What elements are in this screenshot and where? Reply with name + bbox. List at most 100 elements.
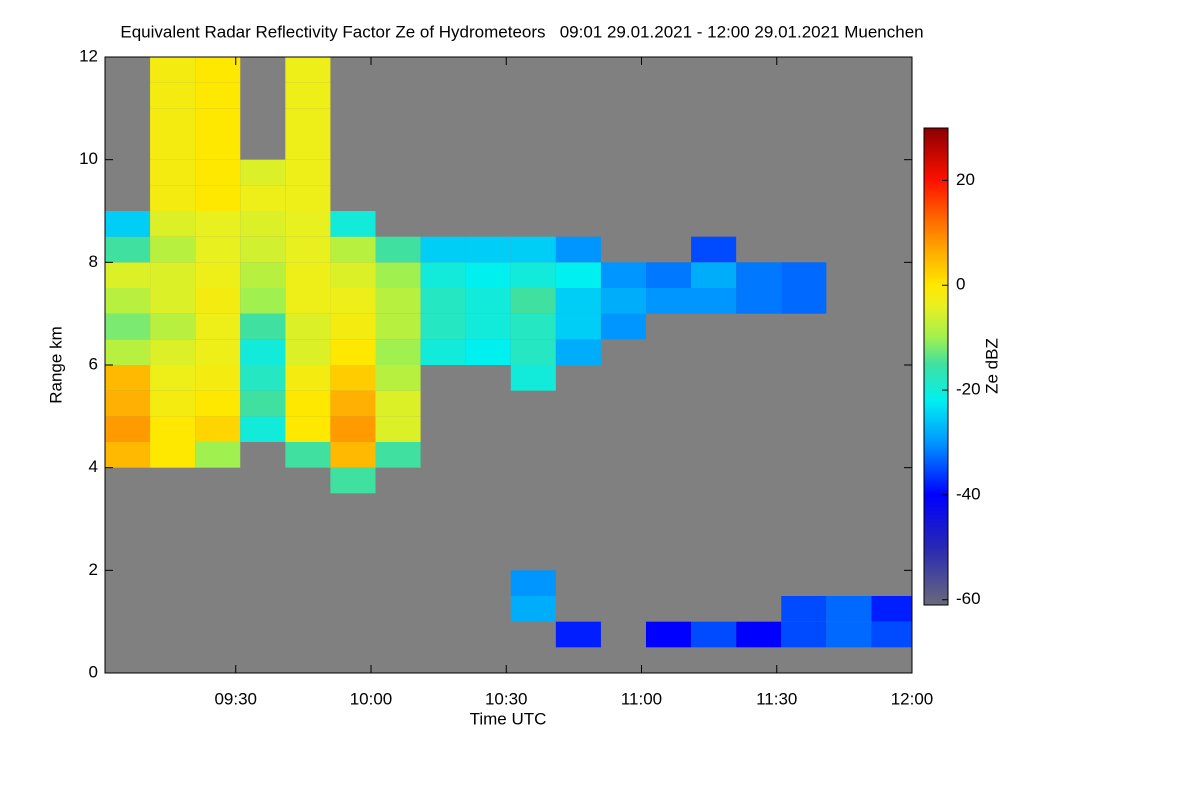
heatmap-cell [240,416,286,442]
heatmap-cell [375,442,421,468]
heatmap-cell [330,339,376,365]
colorbar-tick-label: 20 [956,170,975,189]
heatmap-cell [105,313,151,340]
heatmap-cell [150,57,196,83]
heatmap-cell [150,390,196,417]
heatmap-cell [285,82,331,109]
heatmap-cell [150,288,196,314]
heatmap-cell [105,365,151,391]
heatmap-cell [105,262,151,288]
heatmap-cell [105,211,151,237]
heatmap-cell [555,262,601,288]
heatmap-cell [330,288,376,314]
heatmap-cell [150,313,196,340]
heatmap-cell [465,236,511,263]
y-tick-label: 6 [89,354,98,373]
heatmap-cell [285,442,331,468]
heatmap-cell [420,262,466,288]
heatmap-cell [600,288,647,314]
heatmap-cell [240,211,286,237]
colorbar-tick-label: 0 [956,275,965,294]
colorbar-tick-label: -40 [956,484,981,503]
heatmap-cell [150,159,196,186]
heatmap-cell [285,211,331,237]
heatmap-cell [465,339,511,365]
heatmap-cell [240,390,286,417]
heatmap-cell [240,236,286,263]
heatmap-cell [195,339,241,365]
heatmap-cell [285,365,331,391]
heatmap-cell [240,313,286,340]
heatmap-cell [285,159,331,186]
heatmap-cell [330,211,376,237]
heatmap-cell [150,185,196,211]
heatmap-cell [871,621,912,648]
heatmap-cell [150,82,196,109]
heatmap-cell [105,339,151,365]
heatmap-cell [510,365,556,391]
heatmap-cell [600,262,647,288]
y-tick-label: 2 [89,560,98,579]
heatmap-cell [510,288,556,314]
heatmap-cell [375,416,421,442]
x-tick-label: 12:00 [891,689,934,708]
heatmap-cell [736,288,782,314]
heatmap-cell [195,442,241,468]
heatmap-cell [105,416,151,442]
heatmap-cell [555,621,601,648]
heatmap-cell [555,339,601,365]
heatmap-cell [285,339,331,365]
heatmap-cell [420,236,466,263]
heatmap-cell [375,288,421,314]
heatmap-cell [105,442,151,468]
heatmap-cell [420,313,466,340]
heatmap-cell [510,339,556,365]
heatmap-cell [510,236,556,263]
heatmap-cell [195,416,241,442]
heatmap-cell [195,262,241,288]
x-tick-label: 10:30 [485,689,528,708]
heatmap-cell [420,339,466,365]
heatmap-cell [195,313,241,340]
heatmap-cell [330,467,376,494]
colorbar-title: Ze dBZ [982,338,1001,394]
heatmap-cell [555,288,601,314]
heatmap-cell [285,185,331,211]
heatmap-cell [285,134,331,160]
chart-title: Equivalent Radar Reflectivity Factor Ze … [120,22,923,41]
x-tick-label: 09:30 [214,689,257,708]
heatmap-cell [285,313,331,340]
heatmap-cell [510,313,556,340]
heatmap-cell [240,365,286,391]
heatmap-cell [736,621,782,648]
x-tick-label: 11:00 [621,689,662,708]
heatmap-cell [240,288,286,314]
heatmap-cell [105,236,151,263]
heatmap-cell [510,596,556,622]
heatmap-cell [736,262,782,288]
heatmap-cell [150,416,196,442]
heatmap-cell [285,390,331,417]
heatmap-cell [150,365,196,391]
y-tick-label: 10 [79,149,98,168]
colorbar-tick-label: -60 [956,589,981,608]
x-tick-label: 11:30 [756,689,797,708]
heatmap-cell [375,262,421,288]
heatmap-cell [871,596,912,622]
heatmap-cell [195,211,241,237]
heatmap-cell [195,82,241,109]
y-axis-title: Range km [46,326,65,403]
heatmap-cell [375,236,421,263]
heatmap-cell [195,185,241,211]
heatmap-cell [150,442,196,468]
heatmap-cell [150,339,196,365]
y-tick-label: 0 [89,662,98,681]
heatmap-cell [240,262,286,288]
heatmap-cell [150,211,196,237]
heatmap-cell [150,236,196,263]
heatmap-cell [826,621,872,648]
heatmap-cell [646,262,692,288]
heatmap-cell [195,108,241,134]
heatmap-cell [195,365,241,391]
